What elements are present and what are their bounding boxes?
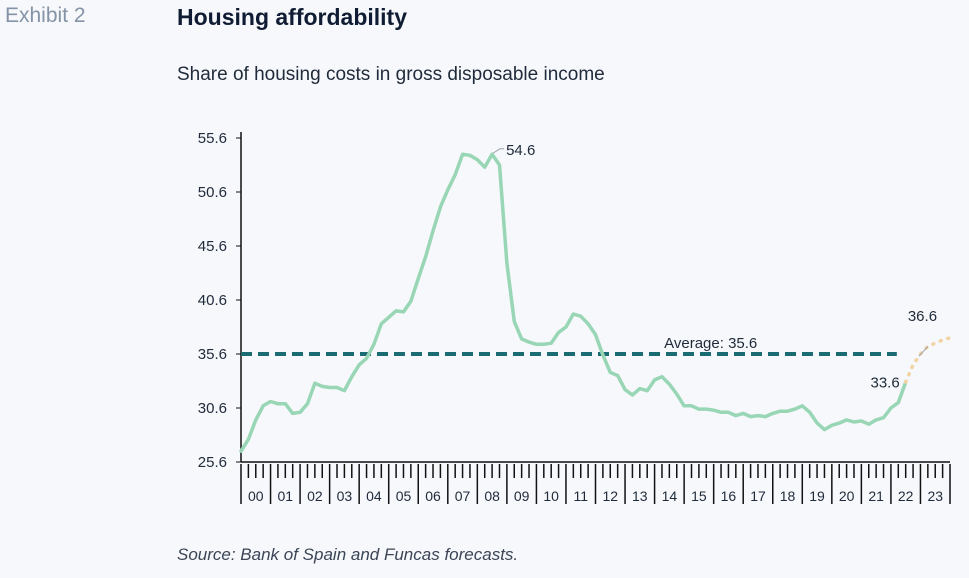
x-tick-label: 18	[780, 488, 796, 504]
average-label: Average: 35.6	[664, 335, 757, 352]
x-tick-label: 19	[809, 488, 825, 504]
x-tick-label: 13	[632, 488, 648, 504]
x-tick-label: 05	[396, 488, 412, 504]
peak-label: 54.6	[506, 142, 535, 159]
forecast-label: 36.6	[908, 308, 937, 325]
x-tick-label: 21	[868, 488, 884, 504]
average-layer: Average: 35.6	[241, 335, 897, 356]
x-tick-label: 01	[278, 488, 294, 504]
x-tick-label: 22	[898, 488, 914, 504]
forecast-leader-line	[918, 346, 929, 357]
x-tick-label: 04	[366, 488, 382, 504]
x-tick-label: 23	[927, 488, 943, 504]
x-tick-label: 12	[602, 488, 618, 504]
x-tick-label: 07	[455, 488, 471, 504]
y-tick-label: 45.6	[198, 238, 227, 255]
chart-title: Housing affordability	[177, 4, 407, 30]
y-tick-label: 25.6	[198, 454, 227, 471]
series-layer	[239, 152, 952, 453]
y-axis: 25.6 30.6 35.6 40.6 45.6 50.6 55.6	[198, 130, 242, 471]
x-tick-label: 11	[573, 488, 588, 504]
source-note: Source: Bank of Spain and Funcas forecas…	[177, 545, 519, 564]
x-tick-label: 06	[425, 488, 441, 504]
x-tick-label: 09	[514, 488, 530, 504]
latest-value-label: 33.6	[870, 375, 899, 392]
x-tick-label: 08	[484, 488, 500, 504]
exhibit-label: Exhibit 2	[5, 4, 86, 27]
x-tick-label: 17	[750, 488, 766, 504]
x-tick-label: 14	[662, 488, 678, 504]
y-tick-label: 40.6	[198, 292, 227, 309]
x-tick-label: 20	[839, 488, 855, 504]
x-tick-label: 00	[248, 488, 264, 504]
x-tick-label: 02	[307, 488, 323, 504]
x-tick-label: 15	[691, 488, 707, 504]
housing-cost-series-line	[239, 152, 908, 453]
y-tick-label: 55.6	[198, 130, 227, 147]
y-tick-label: 30.6	[198, 400, 227, 417]
x-tick-label: 03	[337, 488, 353, 504]
forecast-series-line	[903, 336, 952, 384]
x-tick-label: 10	[543, 488, 559, 504]
x-tick-label: 16	[721, 488, 737, 504]
peak-leader-line	[492, 148, 505, 154]
annotation-layer: 54.6 36.6 33.6	[492, 142, 937, 392]
y-tick-label: 35.6	[198, 346, 227, 363]
y-tick-label: 50.6	[198, 184, 227, 201]
x-axis: 00 01 02 03 04 05 06 07 08 09 10 11 12 13 14 15 16 17 18 19…	[240, 461, 951, 504]
chart-subtitle: Share of housing costs in gross disposab…	[177, 64, 605, 85]
